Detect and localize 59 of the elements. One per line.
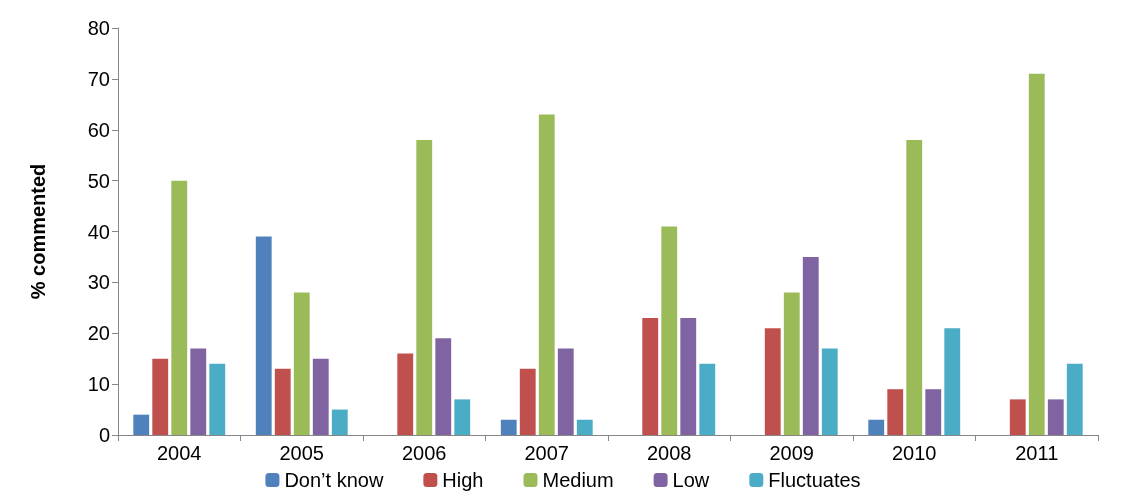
bar	[293, 292, 310, 435]
y-tick-label: 50	[87, 169, 110, 192]
bar	[925, 389, 942, 435]
bar	[209, 363, 226, 435]
y-tick-label: 10	[87, 373, 110, 396]
bar	[435, 338, 452, 435]
y-tick-label: 0	[98, 424, 110, 446]
y-tick-label: 80	[87, 17, 110, 39]
y-tick-label: 30	[87, 271, 110, 294]
bar	[802, 256, 819, 435]
x-tick-label: 2010	[892, 442, 937, 464]
bar	[661, 226, 678, 435]
y-tick-label: 20	[87, 322, 110, 345]
bar	[576, 419, 593, 435]
bar	[454, 399, 471, 435]
bar	[500, 419, 517, 435]
bar	[642, 317, 659, 435]
legend-label: High	[442, 469, 484, 491]
bar	[538, 114, 555, 435]
x-tick-label: 2007	[524, 442, 569, 464]
bar	[699, 363, 716, 435]
bar	[1009, 399, 1026, 435]
y-tick-label: 70	[87, 67, 110, 90]
bar	[190, 348, 207, 435]
y-axis-title: % commented	[27, 163, 49, 300]
x-tick-label: 2005	[279, 442, 324, 464]
bar	[906, 139, 923, 435]
legend-label: Low	[672, 469, 710, 491]
y-tick-label: 40	[87, 220, 110, 243]
x-tick-label: 2009	[769, 442, 814, 464]
bar	[557, 348, 574, 435]
bar	[171, 180, 188, 435]
bar	[312, 358, 329, 435]
bar	[1028, 73, 1045, 435]
bar	[331, 409, 348, 435]
legend-label: Don’t know	[284, 469, 384, 491]
x-tick-label: 2004	[157, 442, 202, 464]
bar	[519, 368, 536, 435]
bar	[680, 317, 697, 435]
bar	[821, 348, 838, 435]
bar	[1047, 399, 1064, 435]
bar	[255, 236, 272, 435]
x-tick-label: 2006	[402, 442, 447, 464]
bar	[133, 414, 150, 435]
bar	[397, 353, 414, 435]
y-tick-label: 60	[87, 118, 110, 141]
bar	[416, 139, 433, 435]
bar	[1066, 363, 1083, 435]
x-tick-label: 2011	[1015, 442, 1059, 464]
bar	[274, 368, 291, 435]
bar	[868, 419, 885, 435]
bar	[944, 328, 961, 435]
bar	[783, 292, 800, 435]
legend-label: Medium	[542, 469, 614, 491]
x-tick-label: 2008	[647, 442, 692, 464]
bar	[152, 358, 169, 435]
bar	[887, 389, 904, 435]
bar	[764, 328, 781, 435]
legend-label: Fluctuates	[768, 469, 861, 491]
